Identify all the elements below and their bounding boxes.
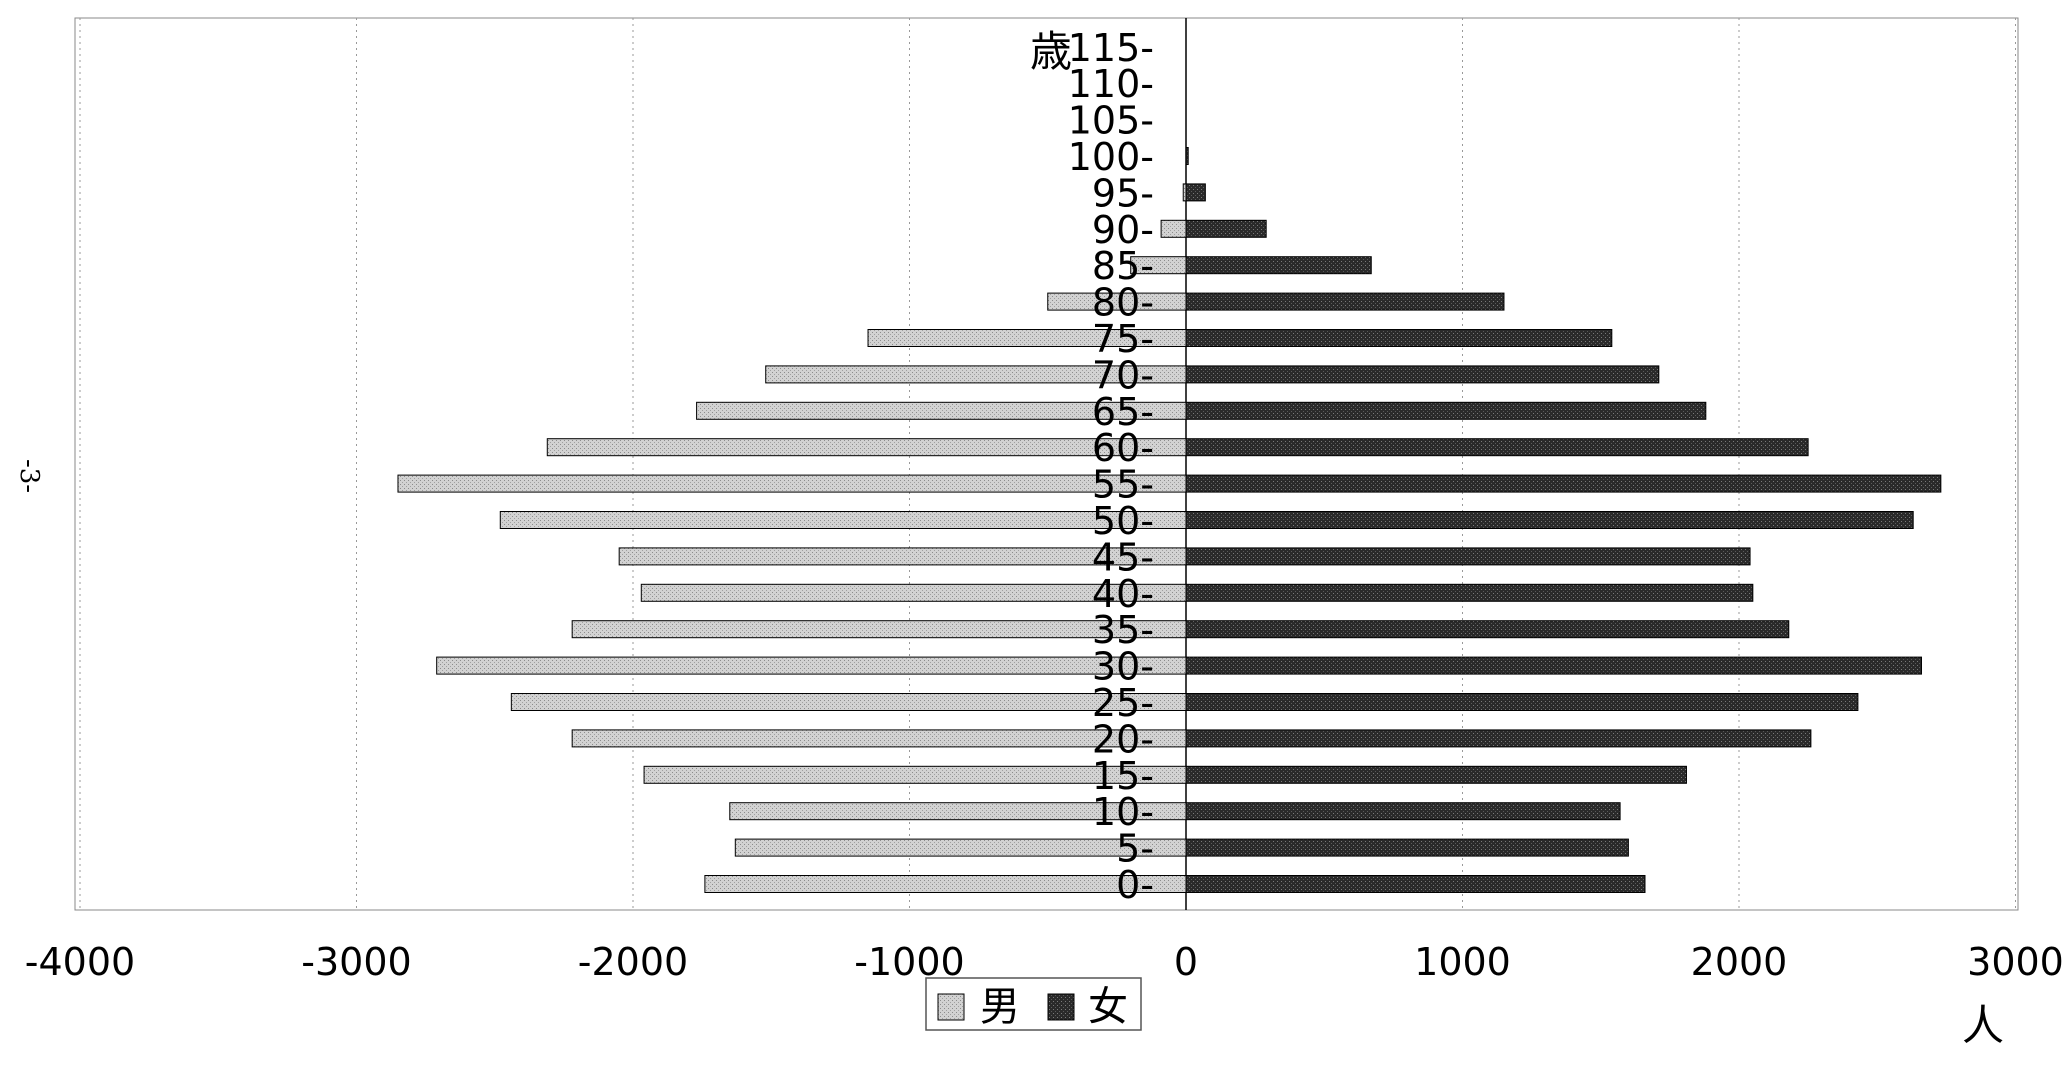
age-label: 45-: [1092, 535, 1154, 579]
x-tick-label: -3000: [301, 940, 411, 984]
age-label: 110-: [1068, 62, 1154, 106]
age-label: 65-: [1092, 390, 1154, 434]
age-label: 100-: [1068, 135, 1154, 179]
age-label: 75-: [1092, 317, 1154, 361]
age-label: 30-: [1092, 645, 1154, 689]
age-label: 50-: [1092, 499, 1154, 543]
age-label: 85-: [1092, 244, 1154, 288]
bar-female: [1185, 802, 1621, 821]
x-tick-label: 2000: [1691, 940, 1788, 984]
x-unit-label: 人: [1962, 1001, 2004, 1050]
bar-female: [1185, 365, 1660, 384]
bar-female: [1185, 511, 1914, 529]
legend-label-female: 女: [1088, 984, 1128, 1030]
bar-female: [1185, 656, 1922, 675]
age-label: 105-: [1068, 99, 1154, 143]
age-label: 70-: [1092, 353, 1154, 397]
age-label: 40-: [1092, 572, 1154, 616]
plot-area-frame: [74, 17, 2019, 911]
age-label: 90-: [1092, 208, 1154, 252]
age-label: 80-: [1092, 281, 1154, 325]
bar-female: [1185, 183, 1206, 202]
legend-swatch-male: [937, 993, 965, 1021]
age-label: 35-: [1092, 608, 1154, 652]
bar-female: [1185, 838, 1629, 857]
x-tick-label: 1000: [1414, 940, 1511, 984]
bar-male: [1160, 219, 1187, 238]
bar-female: [1185, 875, 1646, 893]
bar-male: [436, 656, 1187, 675]
bar-male: [499, 511, 1187, 529]
bar-female: [1185, 765, 1687, 784]
age-label: 25-: [1092, 681, 1154, 725]
bar-male: [546, 438, 1187, 457]
age-label: 95-: [1092, 171, 1154, 215]
bar-female: [1185, 438, 1809, 457]
age-label: 115-: [1068, 26, 1154, 70]
x-tick-label: -4000: [25, 940, 135, 984]
bar-female: [1185, 401, 1707, 420]
bar-male: [704, 875, 1187, 893]
bar-female: [1185, 474, 1942, 493]
x-tick-label: -1000: [854, 940, 964, 984]
bar-male: [397, 474, 1187, 493]
age-label: 5-: [1116, 827, 1154, 871]
age-label: 60-: [1092, 426, 1154, 470]
x-tick-label: -2000: [578, 940, 688, 984]
age-label: 55-: [1092, 463, 1154, 507]
bar-female: [1185, 729, 1812, 748]
age-label: 0-: [1116, 863, 1154, 907]
gridlines: [79, 18, 2016, 910]
bar-female: [1185, 547, 1751, 566]
x-tick-label: 0: [1174, 940, 1198, 984]
bar-female: [1185, 329, 1613, 347]
bar-female: [1185, 583, 1754, 602]
age-labels: 0-5-10-15-20-25-30-35-40-45-50-55-60-65-…: [1068, 26, 1154, 907]
bar-female: [1185, 147, 1189, 165]
bar-male: [510, 693, 1187, 711]
legend: 男 女: [925, 977, 1142, 1031]
bar-female: [1185, 620, 1790, 639]
x-tick-label: 3000: [1967, 940, 2064, 984]
bar-female: [1185, 292, 1505, 311]
age-label: 20-: [1092, 717, 1154, 761]
bars: [397, 147, 1942, 893]
age-unit-label: 歳: [1030, 27, 1072, 76]
bar-female: [1185, 693, 1859, 711]
bar-female: [1185, 256, 1372, 275]
legend-label-male: 男: [980, 984, 1020, 1030]
x-axis-ticks: -4000 -3000 -2000 -1000 0 1000 2000 3000: [25, 940, 2064, 984]
age-label: 10-: [1092, 790, 1154, 834]
age-label: 15-: [1092, 754, 1154, 798]
bar-female: [1185, 219, 1267, 238]
legend-box: [925, 977, 1142, 1031]
legend-swatch-female: [1047, 993, 1075, 1021]
